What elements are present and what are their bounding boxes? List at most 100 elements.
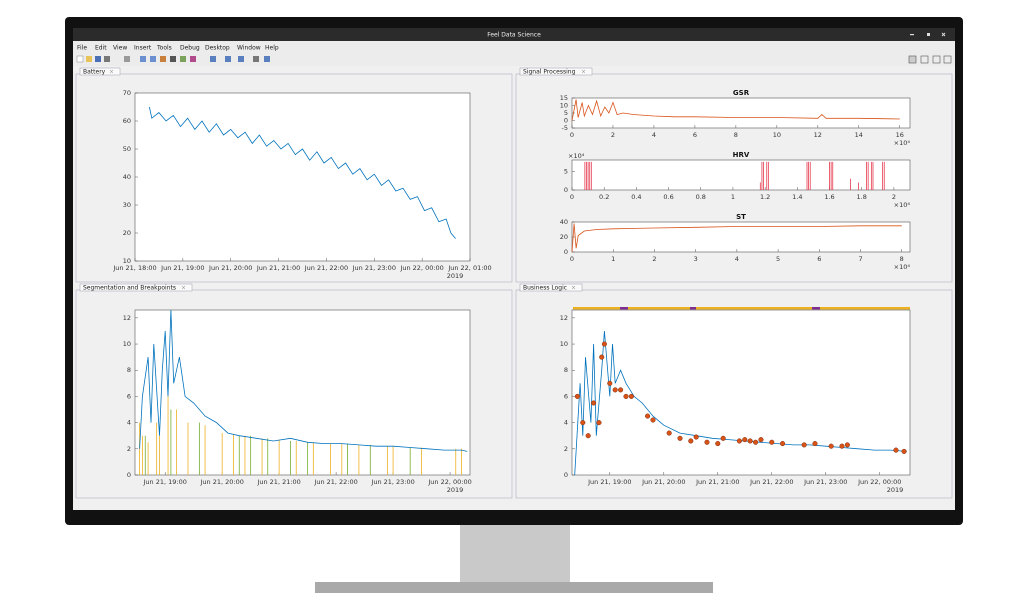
status-segment bbox=[690, 307, 696, 310]
menu-item[interactable]: Window bbox=[237, 45, 261, 52]
marker bbox=[839, 443, 845, 449]
y-tick-label: 2 bbox=[127, 445, 131, 453]
tab-close[interactable]: × bbox=[109, 68, 114, 75]
x-tick-label: Jun 21, 22:00 bbox=[313, 478, 357, 486]
x-tick-label: 1.8 bbox=[857, 193, 867, 201]
layout-button[interactable] bbox=[943, 55, 952, 64]
status-segment bbox=[812, 307, 820, 310]
tab-close[interactable]: × bbox=[181, 284, 186, 291]
y-tick-label: 4 bbox=[127, 419, 131, 427]
x-tick-label: 12 bbox=[814, 131, 822, 139]
marker bbox=[736, 438, 742, 444]
y-tick-label: 10 bbox=[123, 257, 131, 265]
tool-icon[interactable] bbox=[95, 56, 101, 62]
marker bbox=[580, 420, 586, 426]
menu-item[interactable]: Desktop bbox=[205, 45, 230, 52]
layout-button[interactable] bbox=[932, 55, 941, 64]
menu-item[interactable]: Help bbox=[265, 45, 279, 52]
x-tick-label: 5 bbox=[776, 255, 780, 263]
marker bbox=[596, 420, 602, 426]
panel-tab-label: Signal Processing bbox=[523, 68, 576, 75]
menu-item[interactable]: Insert bbox=[134, 45, 152, 52]
panel-tab[interactable] bbox=[519, 283, 583, 292]
x-tick-label: 8 bbox=[900, 255, 904, 263]
plot-area bbox=[571, 309, 911, 476]
tool-icon[interactable] bbox=[150, 56, 156, 62]
tool-icon[interactable] bbox=[238, 56, 244, 62]
tool-icon[interactable] bbox=[160, 56, 166, 62]
x-tick-label: 0.4 bbox=[631, 193, 641, 201]
x-tick-label: 3 bbox=[694, 255, 698, 263]
marker bbox=[758, 437, 764, 443]
close-button[interactable] bbox=[941, 32, 946, 37]
panel-tab[interactable] bbox=[79, 283, 193, 292]
layout-button[interactable] bbox=[920, 55, 929, 64]
x-tick-label: 1.4 bbox=[792, 193, 802, 201]
x-tick-label: Jun 21, 21:00 bbox=[256, 264, 300, 272]
menu-item[interactable]: Edit bbox=[95, 45, 107, 52]
tool-icon[interactable] bbox=[264, 56, 270, 62]
tool-icon[interactable] bbox=[76, 55, 84, 63]
y-tick-label: 4 bbox=[564, 419, 568, 427]
tool-icon[interactable] bbox=[180, 56, 186, 62]
minimize-button[interactable] bbox=[910, 34, 914, 36]
tool-icon[interactable] bbox=[104, 56, 110, 62]
tool-icon[interactable] bbox=[253, 56, 259, 62]
y-tick-label: 40 bbox=[123, 173, 131, 181]
x-tick-label: Jun 21, 20:00 bbox=[208, 264, 252, 272]
tool-icon[interactable] bbox=[210, 56, 216, 62]
panel-tab-label: Segmentation and Breakpoints bbox=[83, 284, 176, 291]
plot-area bbox=[134, 92, 471, 262]
marker bbox=[612, 387, 618, 393]
marker bbox=[742, 437, 748, 443]
toolbar-area bbox=[73, 41, 955, 66]
tab-close[interactable]: × bbox=[571, 284, 576, 291]
x-tick-label: 0 bbox=[570, 193, 574, 201]
tool-icon[interactable] bbox=[170, 56, 176, 62]
tool-icon[interactable] bbox=[124, 56, 130, 62]
marker bbox=[645, 413, 651, 419]
menu-bar: File Edit View Insert Tools Debug Desktop Windo… bbox=[77, 45, 279, 52]
layout-button[interactable] bbox=[908, 55, 917, 64]
tool-icon[interactable] bbox=[140, 56, 146, 62]
panel-tab[interactable] bbox=[79, 67, 121, 76]
marker bbox=[599, 354, 605, 360]
tab-close[interactable]: × bbox=[581, 68, 586, 75]
marker bbox=[844, 442, 850, 448]
plot-title: ST bbox=[736, 213, 746, 221]
marker bbox=[607, 380, 613, 386]
menu-item[interactable]: File bbox=[77, 45, 87, 52]
y-tick-label: 5 bbox=[564, 109, 568, 117]
marker bbox=[747, 438, 753, 444]
y-tick-label: 50 bbox=[123, 145, 131, 153]
tool-icon[interactable] bbox=[225, 56, 231, 62]
menu-item[interactable]: Tools bbox=[156, 45, 172, 52]
y-tick-label: 0 bbox=[127, 471, 131, 479]
y-tick-label: 12 bbox=[560, 314, 568, 322]
data-line bbox=[574, 330, 907, 476]
y-tick-label: 15 bbox=[560, 94, 568, 102]
toolbar bbox=[76, 55, 952, 64]
x-exponent: ×10⁴ bbox=[894, 263, 911, 271]
maximize-button[interactable] bbox=[927, 33, 930, 36]
tool-icon[interactable] bbox=[86, 56, 92, 62]
x-tick-label: Jun 21, 23:00 bbox=[803, 478, 847, 486]
data-line bbox=[571, 99, 900, 121]
marker bbox=[650, 417, 656, 423]
x-tick-label: Jun 21, 21:00 bbox=[695, 478, 739, 486]
marker bbox=[628, 393, 634, 399]
data-line bbox=[139, 309, 468, 452]
tool-icon[interactable] bbox=[190, 56, 196, 62]
x-tick-label: Jun 22, 00:00 bbox=[427, 478, 471, 486]
x-tick-label: Jun 21, 23:00 bbox=[370, 478, 414, 486]
menu-item[interactable]: Debug bbox=[180, 45, 200, 52]
panel-tab[interactable] bbox=[519, 67, 593, 76]
y-tick-label: -5 bbox=[562, 124, 568, 132]
y-tick-label: 8 bbox=[127, 366, 131, 374]
x-axis-year: 2019 bbox=[887, 486, 904, 494]
menu-item[interactable]: View bbox=[113, 45, 127, 52]
marker bbox=[591, 400, 597, 406]
y-tick-label: 6 bbox=[564, 392, 568, 400]
marker bbox=[574, 393, 580, 399]
